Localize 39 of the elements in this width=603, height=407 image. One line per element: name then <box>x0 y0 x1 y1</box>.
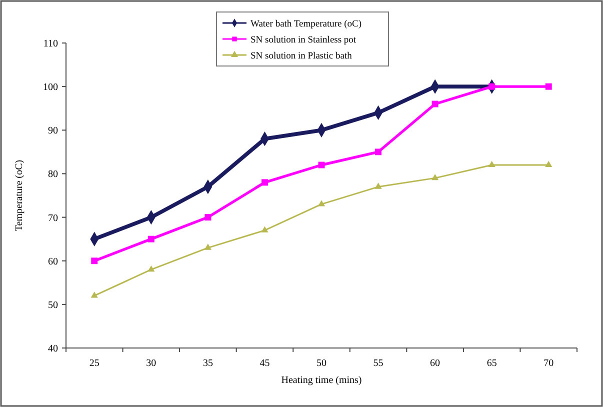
point <box>204 244 212 250</box>
y-tick-label: 80 <box>48 169 58 180</box>
x-tick-label: 60 <box>430 358 440 369</box>
point <box>375 148 382 156</box>
x-tick-label: 45 <box>260 358 270 369</box>
x-axis-title: Heating time (mins) <box>281 375 362 386</box>
point <box>545 160 552 168</box>
x-tick-label: 50 <box>316 358 326 369</box>
legend-label: Water bath Temperature (oC) <box>250 20 362 30</box>
point <box>488 160 496 168</box>
y-tick-label: 70 <box>48 212 58 224</box>
x-tick-label: 65 <box>486 358 497 369</box>
x-tick-label: 30 <box>146 358 156 369</box>
legend-label: SN solution in Plastic bath <box>250 52 352 62</box>
y-axis-title: Temperature (oC) <box>14 160 25 232</box>
point <box>545 83 552 90</box>
y-tick-label: 50 <box>48 300 58 311</box>
point <box>90 292 98 298</box>
y-tick-label: 90 <box>48 126 58 137</box>
point <box>261 226 268 232</box>
point <box>204 214 212 221</box>
point <box>261 179 268 186</box>
legend-label: SN solution in Stainless pot <box>250 36 356 46</box>
point <box>91 258 98 264</box>
point <box>148 236 154 242</box>
point <box>431 174 439 180</box>
point <box>318 200 326 206</box>
point <box>488 83 496 90</box>
point <box>374 182 382 189</box>
y-tick-label: 40 <box>48 344 58 354</box>
y-tick-label: 60 <box>48 256 58 268</box>
x-tick-label: 70 <box>544 358 554 369</box>
y-tick-label: 110 <box>43 38 58 50</box>
point <box>432 100 438 108</box>
y-tick-label: 100 <box>43 82 58 94</box>
point <box>148 265 155 272</box>
x-tick-label: 25 <box>89 358 100 369</box>
x-tick-label: 55 <box>373 358 384 369</box>
x-tick-label: 35 <box>202 358 213 369</box>
